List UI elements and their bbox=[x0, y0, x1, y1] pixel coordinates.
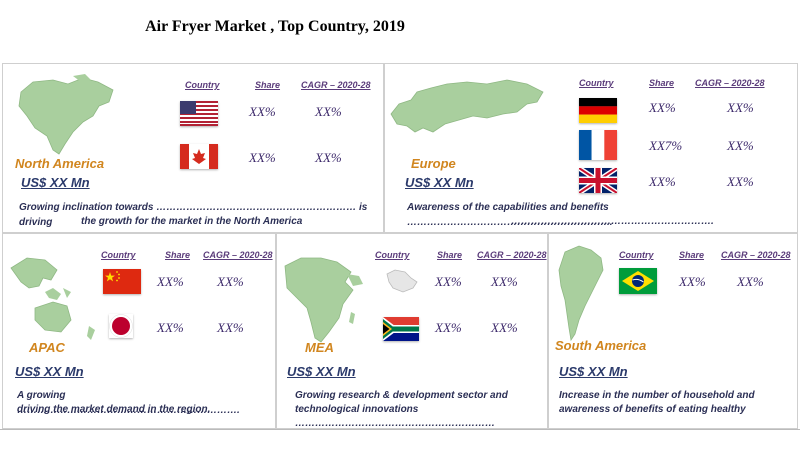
europe-map bbox=[390, 79, 544, 133]
cagr-header: CAGR – 2020-28 bbox=[203, 250, 273, 260]
uk-flag bbox=[579, 168, 617, 193]
france-flag bbox=[579, 130, 617, 160]
uk-share: XX% bbox=[649, 174, 676, 189]
saudi-cagr: XX% bbox=[491, 274, 518, 289]
france-share: XX7% bbox=[649, 138, 683, 153]
apac-map bbox=[10, 257, 95, 340]
region-description-line3: …………………………………………………… bbox=[295, 418, 495, 429]
share-header: Share bbox=[679, 250, 705, 260]
brazil-flag bbox=[619, 268, 657, 294]
us-share: XX% bbox=[249, 104, 276, 119]
region-description-line1: Increase in the number of household and bbox=[559, 390, 755, 401]
market-size: US$ XX Mn bbox=[559, 364, 628, 379]
share-header: Share bbox=[255, 80, 281, 90]
saudi-share: XX% bbox=[435, 274, 462, 289]
country-header: Country bbox=[185, 80, 220, 90]
brazil-share: XX% bbox=[679, 274, 706, 289]
region-name: Europe bbox=[411, 156, 456, 171]
canada-share: XX% bbox=[249, 150, 276, 165]
usa-flag bbox=[180, 101, 218, 126]
canada-cagr: XX% bbox=[315, 150, 342, 165]
region-description-line2: technological innovations bbox=[295, 404, 419, 415]
market-size: US$ XX Mn bbox=[15, 364, 84, 379]
region-description-line1: Growing research & development sector an… bbox=[295, 390, 508, 401]
region-name: MEA bbox=[305, 340, 334, 355]
china-share: XX% bbox=[157, 274, 184, 289]
north-america-map bbox=[18, 74, 114, 155]
region-name: APAC bbox=[29, 340, 65, 355]
country-header: Country bbox=[619, 250, 654, 260]
france-cagr: XX% bbox=[727, 138, 754, 153]
apac-panel: Country Share CAGR – 2020-28 XX% XX% XX%… bbox=[2, 233, 276, 429]
germany-flag bbox=[579, 98, 617, 123]
japan-flag bbox=[109, 314, 133, 338]
region-name: South America bbox=[555, 338, 647, 353]
share-header: Share bbox=[165, 250, 191, 260]
region-description-line1: A growing …………………………………………………………. bbox=[17, 390, 240, 416]
japan-cagr: XX% bbox=[217, 320, 244, 335]
china-flag bbox=[103, 269, 141, 294]
south-africa-cagr: XX% bbox=[491, 320, 518, 335]
north-america-panel: Country Share CAGR – 2020-28 XX% XX% XX%… bbox=[2, 63, 384, 233]
bottom-divider bbox=[0, 429, 800, 430]
region-description-line2: ……………………………………………………. bbox=[511, 216, 714, 227]
cagr-header: CAGR – 2020-28 bbox=[695, 78, 765, 88]
region-description-line2: the growth for the market in the North A… bbox=[81, 216, 303, 227]
south-africa-flag bbox=[383, 317, 419, 341]
mea-panel: Country Share CAGR – 2020-28 XX% XX% XX%… bbox=[276, 233, 548, 429]
market-size: US$ XX Mn bbox=[287, 364, 356, 379]
region-description-line2: awareness of benefits of eating healthy bbox=[559, 404, 746, 415]
share-header: Share bbox=[437, 250, 463, 260]
saudi-arabia-map bbox=[386, 269, 418, 293]
region-description-line2: driving the market demand in the region. bbox=[17, 404, 211, 415]
europe-panel: Country Share CAGR – 2020-28 XX% XX% XX7… bbox=[384, 63, 798, 233]
us-cagr: XX% bbox=[315, 104, 342, 119]
region-name: North America bbox=[15, 156, 105, 171]
region-description-line1: Growing inclination towards ………………………………… bbox=[19, 202, 368, 228]
germany-share: XX% bbox=[649, 100, 676, 115]
south-africa-share: XX% bbox=[435, 320, 462, 335]
south-america-panel: Country Share CAGR – 2020-28 XX% XX% Sou… bbox=[548, 233, 798, 429]
south-america-map bbox=[558, 245, 604, 342]
cagr-header: CAGR – 2020-28 bbox=[477, 250, 547, 260]
country-header: Country bbox=[101, 250, 136, 260]
region-description-line1: Awareness of the capabilities and benefi… bbox=[407, 202, 613, 228]
country-header: Country bbox=[579, 78, 614, 88]
china-cagr: XX% bbox=[217, 274, 244, 289]
country-header: Country bbox=[375, 250, 410, 260]
market-size: US$ XX Mn bbox=[405, 175, 474, 190]
japan-share: XX% bbox=[157, 320, 184, 335]
uk-cagr: XX% bbox=[727, 174, 754, 189]
germany-cagr: XX% bbox=[727, 100, 754, 115]
share-header: Share bbox=[649, 78, 675, 88]
canada-flag bbox=[180, 144, 218, 169]
mea-map bbox=[284, 257, 363, 343]
page-title: Air Fryer Market , Top Country, 2019 bbox=[145, 18, 405, 35]
cagr-header: CAGR – 2020-28 bbox=[721, 250, 791, 260]
market-size: US$ XX Mn bbox=[21, 175, 90, 190]
brazil-cagr: XX% bbox=[737, 274, 764, 289]
cagr-header: CAGR – 2020-28 bbox=[301, 80, 371, 90]
